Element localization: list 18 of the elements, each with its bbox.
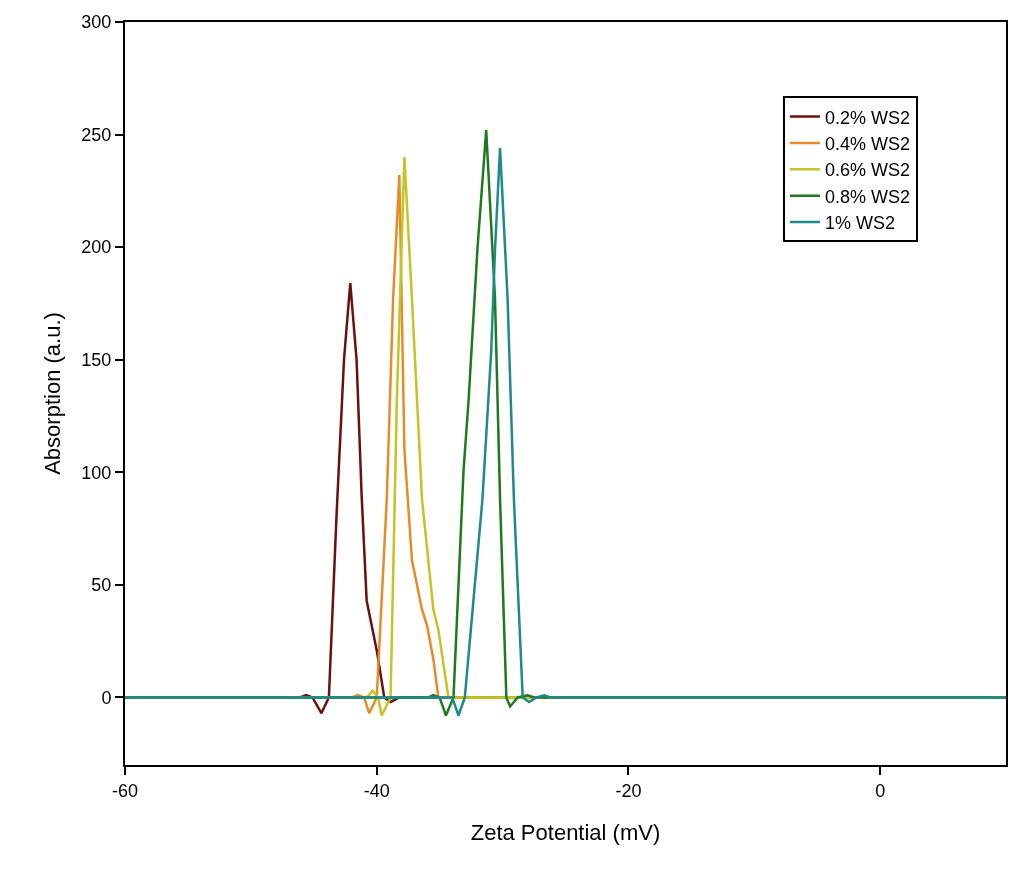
legend-label: 0.6% WS2 — [824, 160, 910, 181]
y-tick-label: 100 — [81, 462, 112, 483]
legend-label: 0.4% WS2 — [824, 133, 910, 154]
x-tick-label: 0 — [875, 780, 886, 801]
y-tick-label: 150 — [81, 350, 112, 371]
y-tick-label: 250 — [81, 124, 112, 145]
y-tick-label: 0 — [101, 687, 112, 708]
legend-label: 0.2% WS2 — [824, 107, 910, 128]
legend-label: 0.8% WS2 — [824, 186, 910, 207]
x-tick-label: -20 — [615, 780, 642, 801]
y-tick-label: 50 — [91, 575, 112, 596]
legend-label: 1% WS2 — [824, 213, 895, 234]
y-tick-label: 200 — [81, 237, 112, 258]
x-tick-label: -60 — [111, 780, 139, 801]
x-tick-label: -40 — [363, 780, 390, 801]
x-axis-title: Zeta Potential (mV) — [470, 820, 661, 845]
y-axis-title: Absorption (a.u.) — [39, 312, 65, 475]
y-tick-label: 300 — [81, 12, 112, 33]
